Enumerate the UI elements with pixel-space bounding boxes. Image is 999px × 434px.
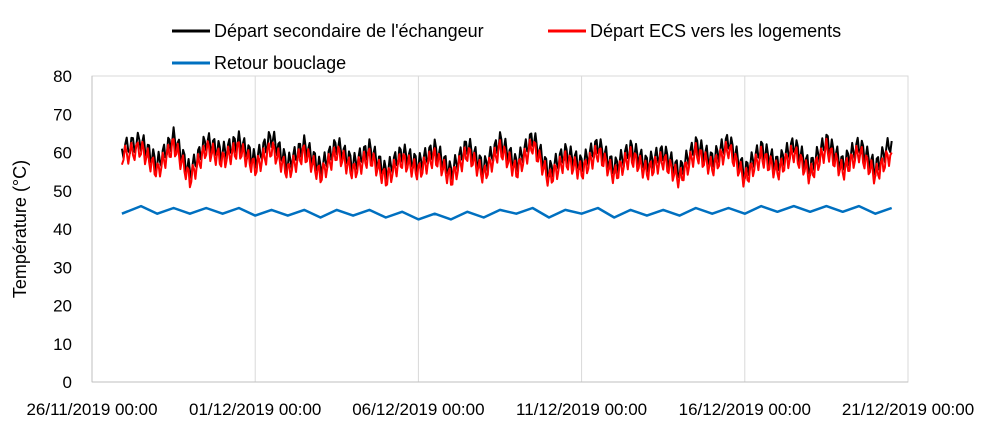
series-line — [120, 137, 893, 189]
y-tick-label: 80 — [53, 67, 72, 86]
y-tick-label: 30 — [53, 258, 72, 277]
legend-label: Retour bouclage — [214, 53, 346, 73]
y-tick-label: 40 — [53, 220, 72, 239]
y-tick-label: 0 — [63, 373, 72, 392]
x-tick-label: 01/12/2019 00:00 — [189, 400, 321, 419]
y-tick-label: 60 — [53, 144, 72, 163]
axes — [91, 76, 908, 383]
x-tick-label: 11/12/2019 00:00 — [516, 400, 647, 419]
x-tick-label: 21/12/2019 00:00 — [842, 400, 974, 419]
x-tick-label: 06/12/2019 00:00 — [352, 400, 484, 419]
plot-border — [91, 75, 909, 383]
y-tick-label: 20 — [53, 297, 72, 316]
y-tick-label: 70 — [53, 105, 72, 124]
series-line — [121, 204, 893, 221]
x-tick-labels: 26/11/2019 00:00 01/12/2019 00:00 06/12/20… — [26, 400, 974, 419]
y-axis-title: Température (°C) — [10, 160, 30, 298]
y-tick-label: 50 — [53, 182, 72, 201]
x-tick-label: 26/11/2019 00:00 — [26, 400, 157, 419]
y-tick-labels: 0 10 20 30 40 50 60 70 80 — [53, 67, 72, 392]
x-tick-label: 16/12/2019 00:00 — [679, 400, 811, 419]
series-lines — [120, 126, 893, 221]
legend-label: Départ ECS vers les logements — [590, 21, 841, 41]
y-tick-label: 10 — [53, 335, 72, 354]
grid — [91, 75, 909, 383]
legend: Départ secondaire de l'échangeur Départ E… — [172, 21, 841, 73]
legend-label: Départ secondaire de l'échangeur — [214, 21, 484, 41]
